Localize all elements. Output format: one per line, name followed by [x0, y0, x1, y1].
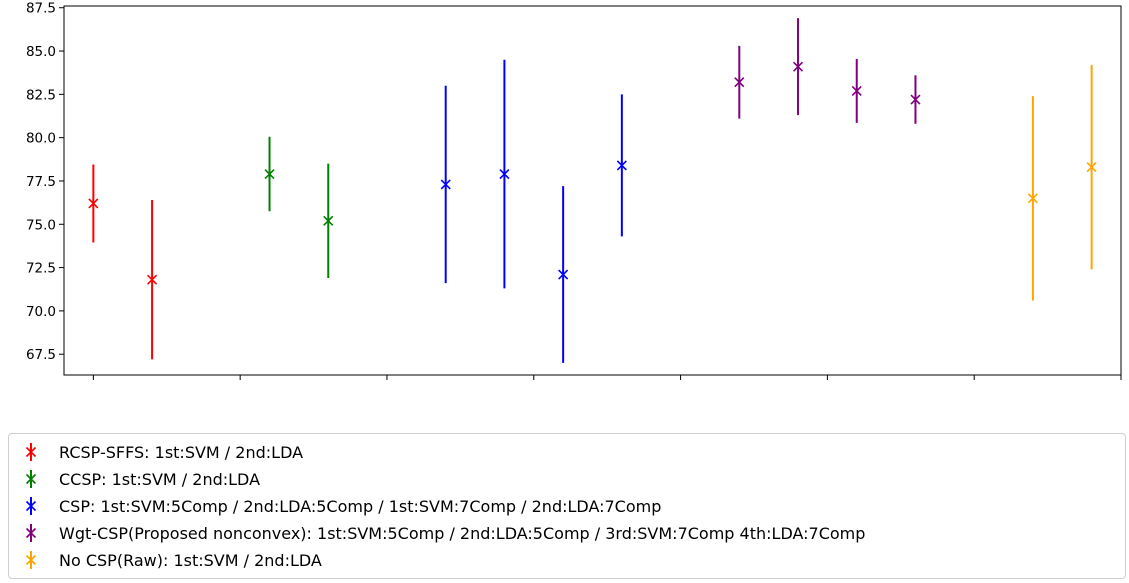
legend-label: RCSP-SFFS: 1st:SVM / 2nd:LDA: [59, 442, 304, 462]
series-3: [734, 18, 921, 124]
data-point-marker: [88, 198, 99, 209]
data-point-marker: [1027, 193, 1038, 204]
data-point-marker: [792, 61, 804, 72]
y-tick-label: 82.5: [26, 87, 56, 103]
data-point-marker: [558, 269, 569, 280]
y-tick-label: 87.5: [26, 1, 56, 17]
y-tick-label: 67.5: [26, 347, 56, 363]
y-tick-label: 72.5: [26, 261, 56, 277]
errorbar-chart: 67.5 70.0 72.5 75.0 77.5 80.0 82.5 85.0 87.5: [26, 1, 1122, 380]
series-layer: [88, 18, 1097, 363]
data-point-marker: [147, 274, 158, 285]
data-point-marker: [440, 179, 451, 190]
data-point-marker: [1086, 162, 1097, 173]
legend-item: Wgt-CSP(Proposed nonconvex): 1st:SVM:5Co…: [23, 523, 865, 543]
legend-item: CCSP: 1st:SVM / 2nd:LDA: [23, 469, 260, 489]
legend-label: CSP: 1st:SVM:5Comp / 2nd:LDA:5Comp / 1st…: [59, 496, 662, 516]
legend-item: CSP: 1st:SVM:5Comp / 2nd:LDA:5Comp / 1st…: [23, 496, 661, 516]
data-point-marker: [851, 85, 862, 96]
legend-marker-icon: [25, 551, 37, 569]
y-tick-label: 75.0: [26, 217, 56, 233]
legend-label: No CSP(Raw): 1st:SVM / 2nd:LDA: [59, 550, 322, 570]
plot-frame: [63, 5, 1122, 376]
series-2: [440, 59, 627, 363]
data-point-marker: [264, 168, 275, 180]
legend-marker-icon: [25, 443, 37, 461]
axis-layer: 67.5 70.0 72.5 75.0 77.5 80.0 82.5 85.0 87.5: [26, 1, 1122, 380]
series-4: [1027, 64, 1097, 301]
data-point-marker: [323, 215, 334, 226]
data-point-marker: [616, 160, 627, 171]
legend-label: Wgt-CSP(Proposed nonconvex): 1st:SVM:5Co…: [59, 523, 866, 543]
y-tick-label: 77.5: [26, 174, 56, 190]
y-tick-label: 80.0: [26, 131, 56, 147]
data-point-marker: [910, 94, 921, 105]
data-point-marker: [499, 168, 510, 180]
legend-marker-icon: [25, 524, 37, 542]
series-1: [264, 136, 334, 278]
legend: RCSP-SFFS: 1st:SVM / 2nd:LDA CCSP: 1st:SV…: [8, 433, 1126, 579]
series-0: [88, 164, 158, 360]
data-point-marker: [734, 77, 745, 88]
legend-item: No CSP(Raw): 1st:SVM / 2nd:LDA: [23, 550, 322, 570]
legend-marker-icon: [25, 497, 37, 515]
legend-marker-icon: [25, 470, 37, 488]
y-tick-label: 70.0: [26, 304, 56, 320]
legend-item: RCSP-SFFS: 1st:SVM / 2nd:LDA: [23, 442, 303, 462]
legend-label: CCSP: 1st:SVM / 2nd:LDA: [59, 469, 261, 489]
y-tick-label: 85.0: [26, 44, 56, 60]
